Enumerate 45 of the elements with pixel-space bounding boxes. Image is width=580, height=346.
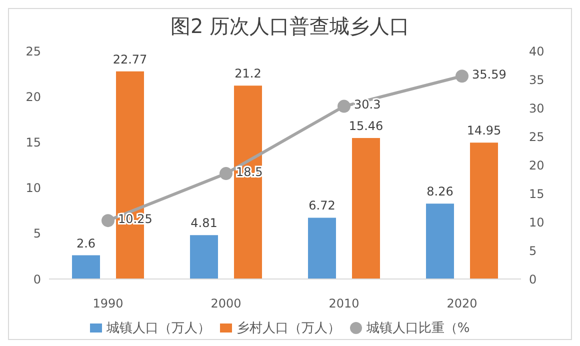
point xyxy=(338,100,350,113)
data-label: 35.59 xyxy=(472,67,506,82)
data-label: 2.6 xyxy=(76,236,96,250)
y-tick-label: 15 xyxy=(26,135,41,150)
x-tick-label: 2020 xyxy=(446,296,478,311)
chart-title: 图2 历次人口普查城乡人口 xyxy=(169,13,411,40)
bar xyxy=(426,204,454,279)
x-tick-label: 2010 xyxy=(328,296,360,311)
y2-tick-label: 40 xyxy=(529,44,544,58)
point xyxy=(456,70,468,83)
bar xyxy=(308,218,336,279)
data-label: 30.3 xyxy=(354,98,381,112)
y2-tick-label: 5 xyxy=(529,244,537,258)
data-label: 14.95 xyxy=(466,124,502,138)
y-tick-label: 10 xyxy=(26,181,41,196)
data-label: 8.26 xyxy=(426,184,454,199)
data-label: 18.5 xyxy=(236,164,263,179)
y2-tick-label: 30 xyxy=(529,101,544,116)
y2-tick-label: 15 xyxy=(529,186,544,201)
bar xyxy=(190,235,218,279)
y-tick-label: 0 xyxy=(33,272,41,286)
bar xyxy=(72,255,100,279)
legend-label: 乡村人口（万人） xyxy=(236,321,340,336)
y2-tick-label: 35 xyxy=(529,72,544,87)
y2-tick-label: 10 xyxy=(529,215,544,230)
y-tick-label: 20 xyxy=(26,90,41,104)
legend-label: 城镇人口（万人） xyxy=(106,321,210,336)
data-label: 6.72 xyxy=(308,198,336,213)
bar xyxy=(470,142,498,279)
bar xyxy=(352,138,380,279)
data-label: 4.81 xyxy=(190,216,218,230)
y-tick-label: 25 xyxy=(26,44,41,58)
data-label: 15.46 xyxy=(348,119,384,134)
x-tick-label: 2000 xyxy=(210,296,242,311)
y2-tick-label: 20 xyxy=(529,158,544,172)
x-tick-label: 1990 xyxy=(92,296,124,311)
y2-tick-label: 0 xyxy=(529,272,537,286)
point xyxy=(220,167,232,180)
y2-tick-label: 25 xyxy=(529,130,544,144)
legend-label: 城镇人口比重（% xyxy=(366,321,470,336)
data-label: 22.77 xyxy=(112,52,148,66)
point xyxy=(102,214,114,228)
bar xyxy=(234,86,262,279)
y-tick-label: 5 xyxy=(33,226,41,241)
data-label: 21.2 xyxy=(234,66,262,81)
